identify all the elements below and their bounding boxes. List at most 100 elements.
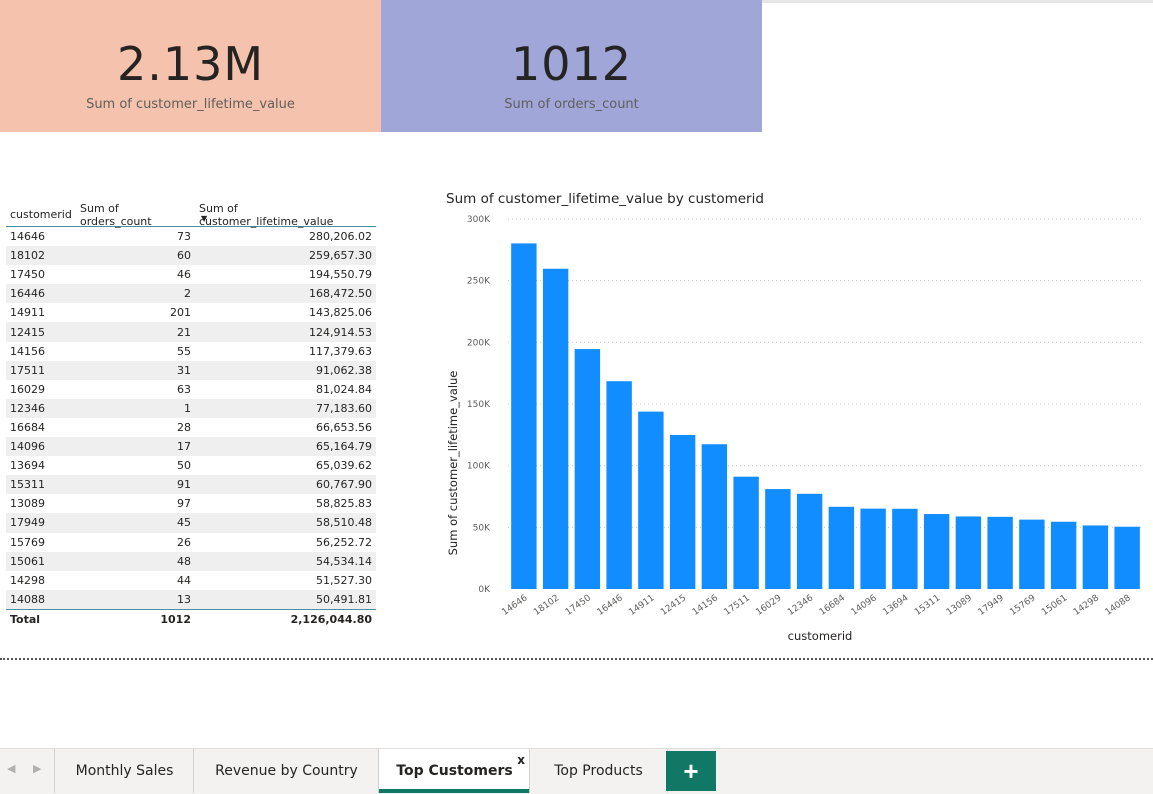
table-row[interactable]: 18102 60 259,657.30: [6, 246, 376, 266]
table-row[interactable]: 14646 73 280,206.02: [6, 227, 376, 246]
table-row[interactable]: 14096 17 65,164.79: [6, 437, 376, 457]
column-header-orders-count[interactable]: Sum of orders_count: [80, 201, 152, 228]
table-row[interactable]: 17450 46 194,550.79: [6, 265, 376, 284]
cell-lifetime-value: 51,527.30: [316, 573, 372, 587]
table-row[interactable]: 12415 21 124,914.53: [6, 322, 376, 342]
table-row[interactable]: 14911 201 143,825.06: [6, 303, 376, 322]
column-header-lifetime-value[interactable]: Sum of customer_lifetime_value ▼: [193, 202, 376, 228]
bar[interactable]: [542, 268, 569, 589]
customer-table[interactable]: customerid Sum of orders_count Sum of cu…: [6, 201, 376, 629]
bar[interactable]: [733, 476, 759, 589]
cell-lifetime-value: 77,183.60: [316, 401, 372, 415]
bar[interactable]: [701, 444, 728, 589]
table-row[interactable]: 17511 31 91,062.38: [6, 360, 376, 380]
bar[interactable]: [828, 506, 855, 589]
kpi-card-lifetime-value[interactable]: 2.13M Sum of customer_lifetime_value: [0, 0, 381, 132]
cell-lifetime-value: 54,534.14: [316, 554, 372, 568]
bar[interactable]: [511, 243, 537, 589]
bar[interactable]: [669, 434, 696, 589]
cell-customerid: 14646: [10, 230, 45, 244]
tab-top-products[interactable]: Top Products: [529, 749, 668, 793]
table-row[interactable]: 14088 13 50,491.81: [6, 589, 376, 609]
table-row[interactable]: 16446 2 168,472.50: [6, 284, 376, 304]
y-tick-label: 150K: [467, 400, 491, 410]
close-tab-icon[interactable]: x: [517, 753, 525, 767]
x-tick-label: 15311: [913, 593, 942, 618]
x-tick-label: 18102: [532, 593, 561, 618]
bar[interactable]: [892, 508, 918, 589]
cell-customerid: 15311: [10, 478, 45, 492]
table-row[interactable]: 15769 26 56,252.72: [6, 533, 376, 552]
x-tick-label: 16446: [596, 593, 625, 618]
bar[interactable]: [987, 516, 1013, 589]
table-row[interactable]: 15061 48 54,534.14: [6, 551, 376, 571]
tab-label: Revenue by Country: [215, 763, 358, 779]
bar[interactable]: [1114, 526, 1140, 589]
bar[interactable]: [1019, 519, 1045, 589]
y-tick-label: 250K: [467, 277, 491, 287]
tab-top-customers[interactable]: Top Customers x: [378, 749, 530, 793]
kpi-value: 1012: [510, 37, 633, 91]
cell-customerid: 16684: [10, 420, 45, 434]
y-tick-label: 0K: [478, 585, 491, 595]
y-tick-label: 200K: [467, 338, 491, 348]
kpi-label: Sum of customer_lifetime_value: [86, 97, 295, 112]
cell-customerid: 16029: [10, 382, 45, 396]
bar[interactable]: [1050, 521, 1077, 589]
total-orders: 1012: [160, 612, 191, 626]
table-row[interactable]: 14156 55 117,379.63: [6, 342, 376, 361]
table-row[interactable]: 13694 50 65,039.62: [6, 456, 376, 475]
x-tick-label: 15061: [1040, 593, 1069, 618]
cell-lifetime-value: 65,039.62: [316, 459, 372, 473]
x-tick-label: 14911: [627, 593, 656, 618]
tab-revenue-by-country[interactable]: Revenue by Country: [193, 749, 379, 793]
cell-orders-count: 26: [177, 535, 191, 549]
bar[interactable]: [923, 514, 950, 589]
x-tick-label: 17949: [977, 593, 1006, 618]
add-page-button[interactable]: +: [666, 751, 716, 791]
cell-orders-count: 73: [177, 230, 191, 244]
bar[interactable]: [796, 493, 823, 589]
table-row[interactable]: 16684 28 66,653.56: [6, 418, 376, 437]
kpi-value: 2.13M: [116, 37, 265, 91]
bar[interactable]: [1082, 525, 1109, 589]
x-tick-label: 12415: [659, 593, 688, 618]
cell-lifetime-value: 117,379.63: [309, 344, 372, 358]
table-total-row: Total 1012 2,126,044.80: [6, 608, 376, 629]
table-row[interactable]: 16029 63 81,024.84: [6, 380, 376, 399]
table-row[interactable]: 12346 1 77,183.60: [6, 398, 376, 418]
cell-customerid: 13089: [10, 497, 45, 511]
kpi-card-orders-count[interactable]: 1012 Sum of orders_count: [381, 0, 762, 132]
cell-orders-count: 97: [177, 497, 191, 511]
bar[interactable]: [860, 508, 886, 589]
cell-lifetime-value: 91,062.38: [316, 363, 372, 377]
bar[interactable]: [606, 381, 632, 589]
cell-lifetime-value: 194,550.79: [309, 268, 372, 282]
bar[interactable]: [765, 489, 791, 589]
cell-customerid: 14096: [10, 440, 45, 454]
x-tick-label: 14298: [1072, 593, 1101, 618]
x-tick-label: 12346: [786, 593, 815, 618]
cell-customerid: 12346: [10, 401, 45, 415]
bar[interactable]: [638, 411, 664, 589]
x-tick-label: 13089: [945, 593, 974, 618]
bar-chart[interactable]: Sum of customer_lifetime_value by custom…: [440, 185, 1153, 650]
table-row[interactable]: 13089 97 58,825.83: [6, 494, 376, 513]
table-row[interactable]: 15311 91 60,767.90: [6, 475, 376, 495]
cell-customerid: 17450: [10, 268, 45, 282]
cell-customerid: 17511: [10, 363, 45, 377]
tab-monthly-sales[interactable]: Monthly Sales: [54, 749, 194, 793]
tab-scroll-left-icon[interactable]: ◀: [7, 763, 16, 775]
cell-lifetime-value: 60,767.90: [316, 478, 372, 492]
total-label: Total: [10, 612, 41, 626]
cell-lifetime-value: 168,472.50: [309, 287, 372, 301]
table-row[interactable]: 17949 45 58,510.48: [6, 513, 376, 533]
x-tick-label: 14096: [850, 593, 879, 618]
tab-scroll-right-icon[interactable]: ▶: [33, 763, 42, 775]
table-row[interactable]: 14298 44 51,527.30: [6, 571, 376, 590]
bar[interactable]: [574, 349, 601, 589]
bar[interactable]: [955, 516, 982, 589]
cell-lifetime-value: 58,825.83: [316, 497, 372, 511]
column-header-customerid[interactable]: customerid: [10, 208, 72, 221]
sort-descending-icon: ▼: [201, 213, 208, 223]
